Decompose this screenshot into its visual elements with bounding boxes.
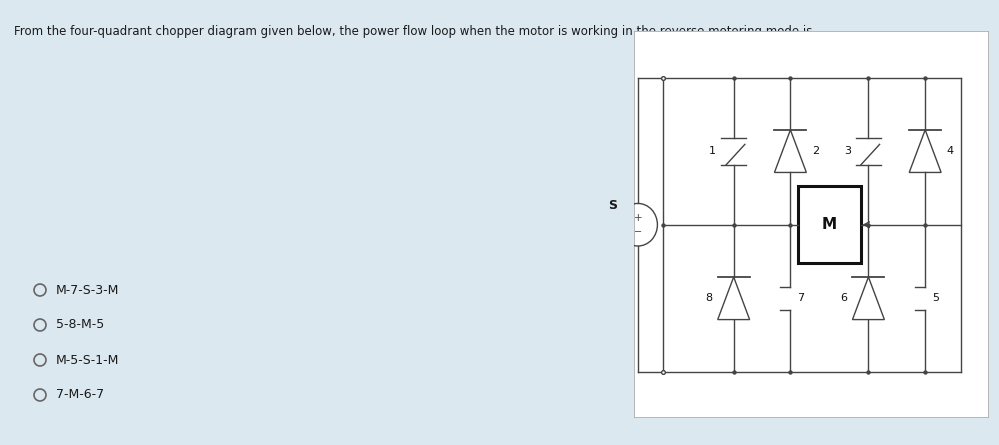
Text: 2: 2 <box>811 146 819 156</box>
Text: 5-8-M-5: 5-8-M-5 <box>56 319 104 332</box>
Text: 6: 6 <box>840 293 847 303</box>
Text: M-7-S-3-M: M-7-S-3-M <box>56 283 119 296</box>
Text: M-5-S-1-M: M-5-S-1-M <box>56 353 119 367</box>
Text: +: + <box>633 213 642 223</box>
Text: 1: 1 <box>709 146 716 156</box>
Text: 8: 8 <box>705 293 712 303</box>
Text: ................: ................ <box>640 25 748 35</box>
Bar <box>797 186 861 263</box>
Text: 4: 4 <box>946 146 954 156</box>
Text: 5: 5 <box>932 293 939 303</box>
Text: S: S <box>608 199 617 212</box>
Text: From the four-quadrant chopper diagram given below, the power flow loop when the: From the four-quadrant chopper diagram g… <box>14 25 812 38</box>
Text: −: − <box>633 227 642 238</box>
Text: M: M <box>822 217 837 232</box>
Text: 3: 3 <box>844 146 851 156</box>
Text: 7: 7 <box>797 293 804 303</box>
Text: 7-M-6-7: 7-M-6-7 <box>56 388 104 401</box>
